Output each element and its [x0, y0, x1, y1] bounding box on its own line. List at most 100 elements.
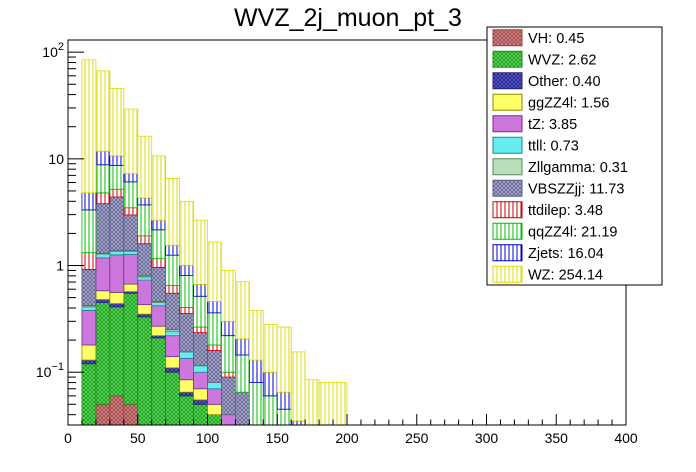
bar — [193, 365, 208, 373]
bar — [193, 332, 208, 367]
legend-label: VH: 0.45 — [528, 31, 584, 47]
legend-label: WVZ: 2.62 — [528, 52, 597, 68]
bar — [151, 229, 167, 260]
legend-swatch — [492, 244, 523, 262]
bar — [179, 307, 194, 314]
bar — [193, 295, 208, 328]
bar — [109, 164, 125, 190]
bar — [165, 254, 180, 286]
legend-swatch — [492, 158, 523, 176]
bar — [123, 173, 139, 183]
bar — [165, 371, 180, 426]
bar — [221, 320, 236, 337]
bar — [207, 241, 222, 302]
bar — [304, 379, 320, 426]
axes: 0 50 100 150 200 250 300 350 400 10−1 1 10 102 — [36, 39, 638, 446]
x-tick-label: 50 — [130, 430, 146, 446]
legend: VH: 0.45 WVZ: 2.62 Other: 0.40 ggZZ4l: 1.56… — [486, 26, 663, 286]
bar — [81, 209, 97, 254]
bar — [81, 306, 97, 311]
bar — [109, 291, 125, 304]
bar — [109, 155, 125, 166]
bar — [221, 270, 236, 322]
bar — [95, 290, 111, 300]
bar — [332, 382, 348, 426]
bar — [221, 376, 236, 416]
bar — [137, 316, 153, 426]
bar — [207, 350, 222, 383]
legend-swatch — [492, 93, 523, 111]
bar — [248, 382, 264, 426]
bar — [81, 268, 97, 307]
legend-label: ttll: 0.73 — [528, 138, 579, 154]
bar — [207, 382, 222, 390]
bar — [151, 302, 167, 307]
y-tick-label: 10−1 — [36, 361, 64, 380]
bar — [262, 371, 278, 397]
bar — [290, 420, 306, 426]
bar — [137, 135, 153, 199]
y-tick-label: 102 — [42, 41, 64, 60]
bar — [234, 281, 250, 340]
bar — [179, 200, 194, 266]
bar — [179, 379, 194, 393]
bar — [193, 219, 208, 285]
bar — [151, 258, 167, 268]
y-tick-label: 10 — [48, 151, 64, 167]
legend-swatch — [492, 50, 523, 68]
bar — [165, 292, 180, 331]
bar — [207, 312, 222, 346]
legend-label: Other: 0.40 — [528, 74, 601, 90]
bar — [193, 399, 208, 405]
bar — [123, 292, 139, 405]
legend-label: qqZZ4l: 21.19 — [528, 224, 617, 240]
bar — [81, 252, 97, 270]
bar — [109, 188, 125, 198]
bar — [193, 403, 208, 426]
legend-swatch — [492, 136, 523, 154]
bar — [151, 337, 167, 426]
bar — [276, 326, 292, 393]
legend-swatch — [492, 72, 523, 90]
bar — [151, 219, 167, 231]
series-7 — [81, 196, 250, 426]
bar — [137, 243, 153, 277]
bar — [81, 344, 97, 361]
x-tick-label: 200 — [335, 430, 359, 446]
bar — [179, 395, 194, 426]
legend-label: Zjets: 16.04 — [528, 246, 604, 262]
bar — [109, 196, 125, 251]
bar — [137, 204, 153, 237]
bar — [109, 88, 125, 157]
bar — [81, 192, 97, 211]
bar — [137, 279, 153, 306]
bar — [165, 244, 180, 256]
bar — [179, 264, 194, 276]
bar — [123, 403, 139, 426]
bar — [165, 367, 180, 373]
legend-swatch — [492, 265, 523, 283]
bar — [109, 254, 125, 293]
bar — [221, 414, 236, 426]
bar — [123, 214, 139, 252]
bar — [248, 359, 264, 383]
bar — [81, 59, 97, 194]
bar — [109, 395, 125, 426]
series-11 — [81, 59, 348, 426]
bar — [165, 335, 180, 358]
bar — [95, 302, 111, 405]
bar — [95, 257, 111, 292]
bar — [123, 251, 139, 255]
legend-swatch — [492, 222, 523, 240]
bar — [207, 301, 222, 314]
bar — [95, 403, 111, 426]
bar — [276, 391, 292, 410]
bar — [109, 306, 125, 397]
bar — [179, 313, 194, 353]
bar — [123, 207, 139, 216]
bar — [95, 164, 111, 194]
legend-label: WZ: 254.14 — [528, 267, 603, 283]
bar — [95, 299, 111, 303]
bar — [179, 391, 194, 397]
